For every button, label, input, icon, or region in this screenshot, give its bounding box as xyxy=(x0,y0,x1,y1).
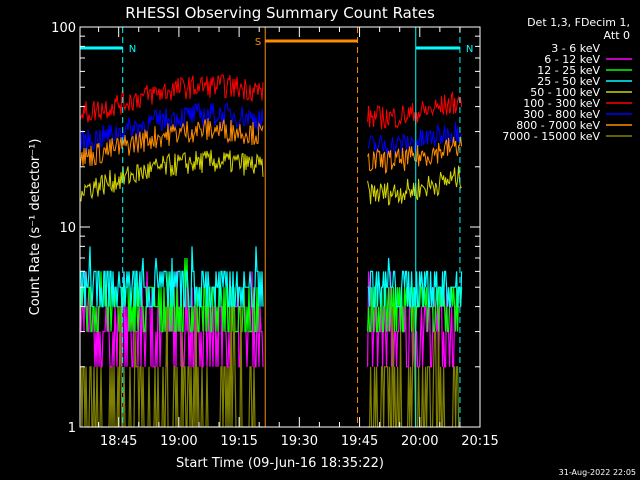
footer-date: 31-Aug-2022 22:05 xyxy=(559,468,636,477)
series-line-25-50kev-1 xyxy=(80,246,264,308)
y-tick-label-10: 10 xyxy=(59,221,76,236)
legend-header-line-2: Att 0 xyxy=(604,29,630,42)
legend-label-6: 100 - 300 keV xyxy=(523,97,600,110)
x-tick-label-1915: 19:15 xyxy=(220,434,257,449)
events-layer: N NS xyxy=(79,27,473,427)
series-layer xyxy=(79,74,463,428)
series-line-300-800kev-1 xyxy=(79,102,264,154)
legend-label-5: 50 - 100 keV xyxy=(530,86,600,99)
series-line-100-300kev-1 xyxy=(79,74,264,123)
series-line-12-25kev-2 xyxy=(367,286,463,333)
series-line-25-50kev-2 xyxy=(367,257,463,308)
series-line-50-100kev-1 xyxy=(79,149,264,202)
series-line-100-300kev-2 xyxy=(367,90,463,130)
legend-label-3: 12 - 25 keV xyxy=(537,64,600,77)
axes-layer: 1 10 100 18:45 19:00 19:15 19:30 19:45 20:00 20:1… xyxy=(51,21,499,449)
event-label-1: N xyxy=(129,44,136,55)
series-line-50-100kev-2 xyxy=(367,165,462,206)
legend-header-line-1: Det 1,3, FDecim 1, xyxy=(527,16,630,29)
chart-title: RHESSI Observing Summary Count Rates xyxy=(125,4,435,22)
x-tick-label-1900: 19:00 xyxy=(160,434,197,449)
series-line-12-25kev-1 xyxy=(79,257,263,333)
legend-label-4: 25 - 50 keV xyxy=(537,75,600,88)
event-label-2: N xyxy=(466,44,473,55)
x-axis-label: Start Time (09-Jun-16 18:35:22) xyxy=(176,456,384,471)
legend-label-7: 300 - 800 keV xyxy=(523,108,600,121)
legend-label-1: 3 - 6 keV xyxy=(551,42,600,55)
y-tick-label-100: 100 xyxy=(51,21,76,36)
x-tick-label-1930: 19:30 xyxy=(281,434,318,449)
x-tick-label-1845: 18:45 xyxy=(100,434,137,449)
x-tick-label-1945: 19:45 xyxy=(341,434,378,449)
y-tick-label-1: 1 xyxy=(68,421,76,436)
series-line-800-7000kev-1 xyxy=(79,118,264,168)
legend-label-9: 7000 - 15000 keV xyxy=(502,130,600,143)
legend-label-2: 6 - 12 keV xyxy=(544,53,600,66)
event-label-3: S xyxy=(255,37,261,48)
y-axis-label: Count Rate (s⁻¹ detector⁻¹) xyxy=(28,139,43,316)
legend-label-8: 800 - 7000 keV xyxy=(516,119,600,132)
series-line-800-7000kev-2 xyxy=(367,136,463,175)
x-tick-label-2015: 20:15 xyxy=(461,434,498,449)
x-tick-label-2000: 20:00 xyxy=(401,434,438,449)
